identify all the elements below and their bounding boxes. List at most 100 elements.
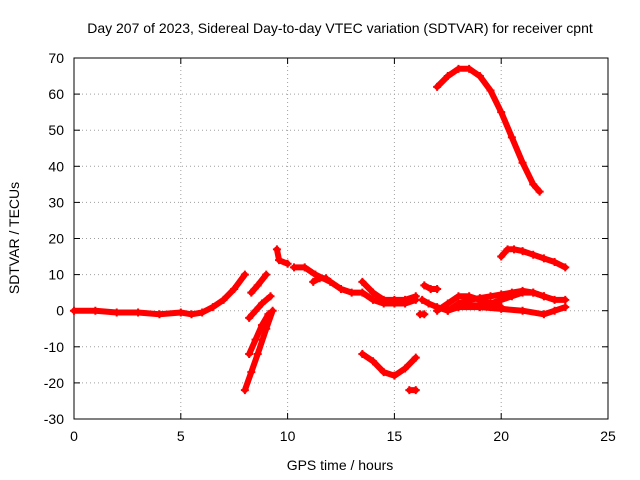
- x-axis-title: GPS time / hours: [287, 457, 394, 473]
- x-tick-label: 25: [600, 428, 616, 444]
- data-point: [550, 257, 559, 266]
- data-point: [401, 364, 410, 373]
- data-point: [369, 288, 378, 297]
- y-tick-label: 10: [48, 267, 64, 283]
- data-point: [518, 247, 527, 256]
- y-axis-title: SDTVAR / TECUs: [6, 182, 22, 294]
- y-tick-label: 50: [48, 122, 64, 138]
- data-point: [326, 277, 335, 286]
- y-tick-label: -30: [44, 411, 64, 427]
- data-point: [507, 133, 516, 142]
- data-point: [219, 295, 228, 304]
- data-point: [561, 303, 570, 312]
- data-point: [486, 292, 495, 301]
- y-tick-label: 40: [48, 158, 64, 174]
- data-point: [529, 288, 538, 297]
- data-point: [134, 308, 143, 317]
- data-point: [401, 295, 410, 304]
- series-track-9: [358, 277, 420, 304]
- data-point: [529, 250, 538, 259]
- data-point: [253, 281, 262, 290]
- data-point: [539, 292, 548, 301]
- data-point: [300, 263, 309, 272]
- data-point: [539, 310, 548, 319]
- data-point: [245, 350, 254, 359]
- data-point: [497, 304, 506, 313]
- data-point: [550, 295, 559, 304]
- data-point: [390, 371, 399, 380]
- data-point: [424, 299, 433, 308]
- series-track-10: [358, 350, 420, 380]
- data-point: [268, 306, 277, 315]
- data-point: [433, 82, 442, 91]
- data-point: [309, 277, 318, 286]
- data-point: [443, 299, 452, 308]
- data-point: [433, 285, 442, 294]
- data-point: [322, 274, 331, 283]
- data-point: [257, 321, 266, 330]
- data-series: [70, 64, 570, 395]
- data-point: [358, 277, 367, 286]
- data-point: [454, 303, 463, 312]
- data-point: [272, 245, 281, 254]
- series-track-1: [70, 270, 249, 319]
- data-point: [418, 295, 427, 304]
- data-point: [198, 308, 207, 317]
- data-point: [390, 295, 399, 304]
- y-tick-label: 20: [48, 231, 64, 247]
- data-point: [420, 281, 429, 290]
- data-point: [465, 64, 474, 73]
- data-point: [257, 299, 266, 308]
- series-line: [246, 311, 272, 357]
- data-point: [510, 245, 519, 254]
- data-point: [465, 295, 474, 304]
- series-track-17: [454, 303, 570, 319]
- axis-ticks: 0 5 10 15 20 25 -30 -20 -10 0 10 20 30 40 50 60 70: [44, 50, 616, 444]
- series-track-8: [309, 274, 331, 286]
- data-point: [420, 310, 429, 319]
- data-point: [70, 306, 78, 315]
- data-point: [454, 64, 463, 73]
- series-track-19: [497, 245, 570, 272]
- data-point: [251, 306, 260, 315]
- series-line: [444, 287, 547, 314]
- x-tick-label: 20: [493, 428, 509, 444]
- data-point: [486, 86, 495, 95]
- data-point: [443, 72, 452, 81]
- series-track-14: [416, 310, 429, 319]
- data-point: [155, 310, 164, 319]
- data-point: [264, 310, 273, 319]
- data-point: [230, 285, 239, 294]
- x-tick-label: 10: [280, 428, 296, 444]
- data-point: [208, 303, 217, 312]
- data-point: [262, 270, 271, 279]
- data-point: [112, 308, 121, 317]
- data-point: [379, 368, 388, 377]
- data-point: [247, 288, 256, 297]
- data-point: [187, 310, 196, 319]
- data-point: [251, 335, 260, 344]
- data-point: [518, 306, 527, 315]
- data-point: [240, 270, 249, 279]
- series-line: [246, 293, 274, 321]
- series-track-5: [245, 310, 273, 359]
- x-tick-label: 15: [387, 428, 403, 444]
- data-point: [358, 350, 367, 359]
- data-point: [507, 288, 516, 297]
- y-tick-label: 70: [48, 50, 64, 66]
- data-point: [561, 263, 570, 272]
- data-point: [275, 256, 284, 265]
- data-point: [475, 72, 484, 81]
- data-point: [290, 263, 299, 272]
- data-point: [337, 285, 345, 294]
- data-point: [247, 368, 256, 377]
- grid: [74, 58, 608, 419]
- data-point: [369, 357, 378, 366]
- data-point: [518, 158, 527, 167]
- data-point: [240, 386, 249, 395]
- data-point: [497, 108, 506, 117]
- data-point: [245, 313, 254, 322]
- data-point: [283, 259, 292, 268]
- x-tick-label: 0: [70, 428, 78, 444]
